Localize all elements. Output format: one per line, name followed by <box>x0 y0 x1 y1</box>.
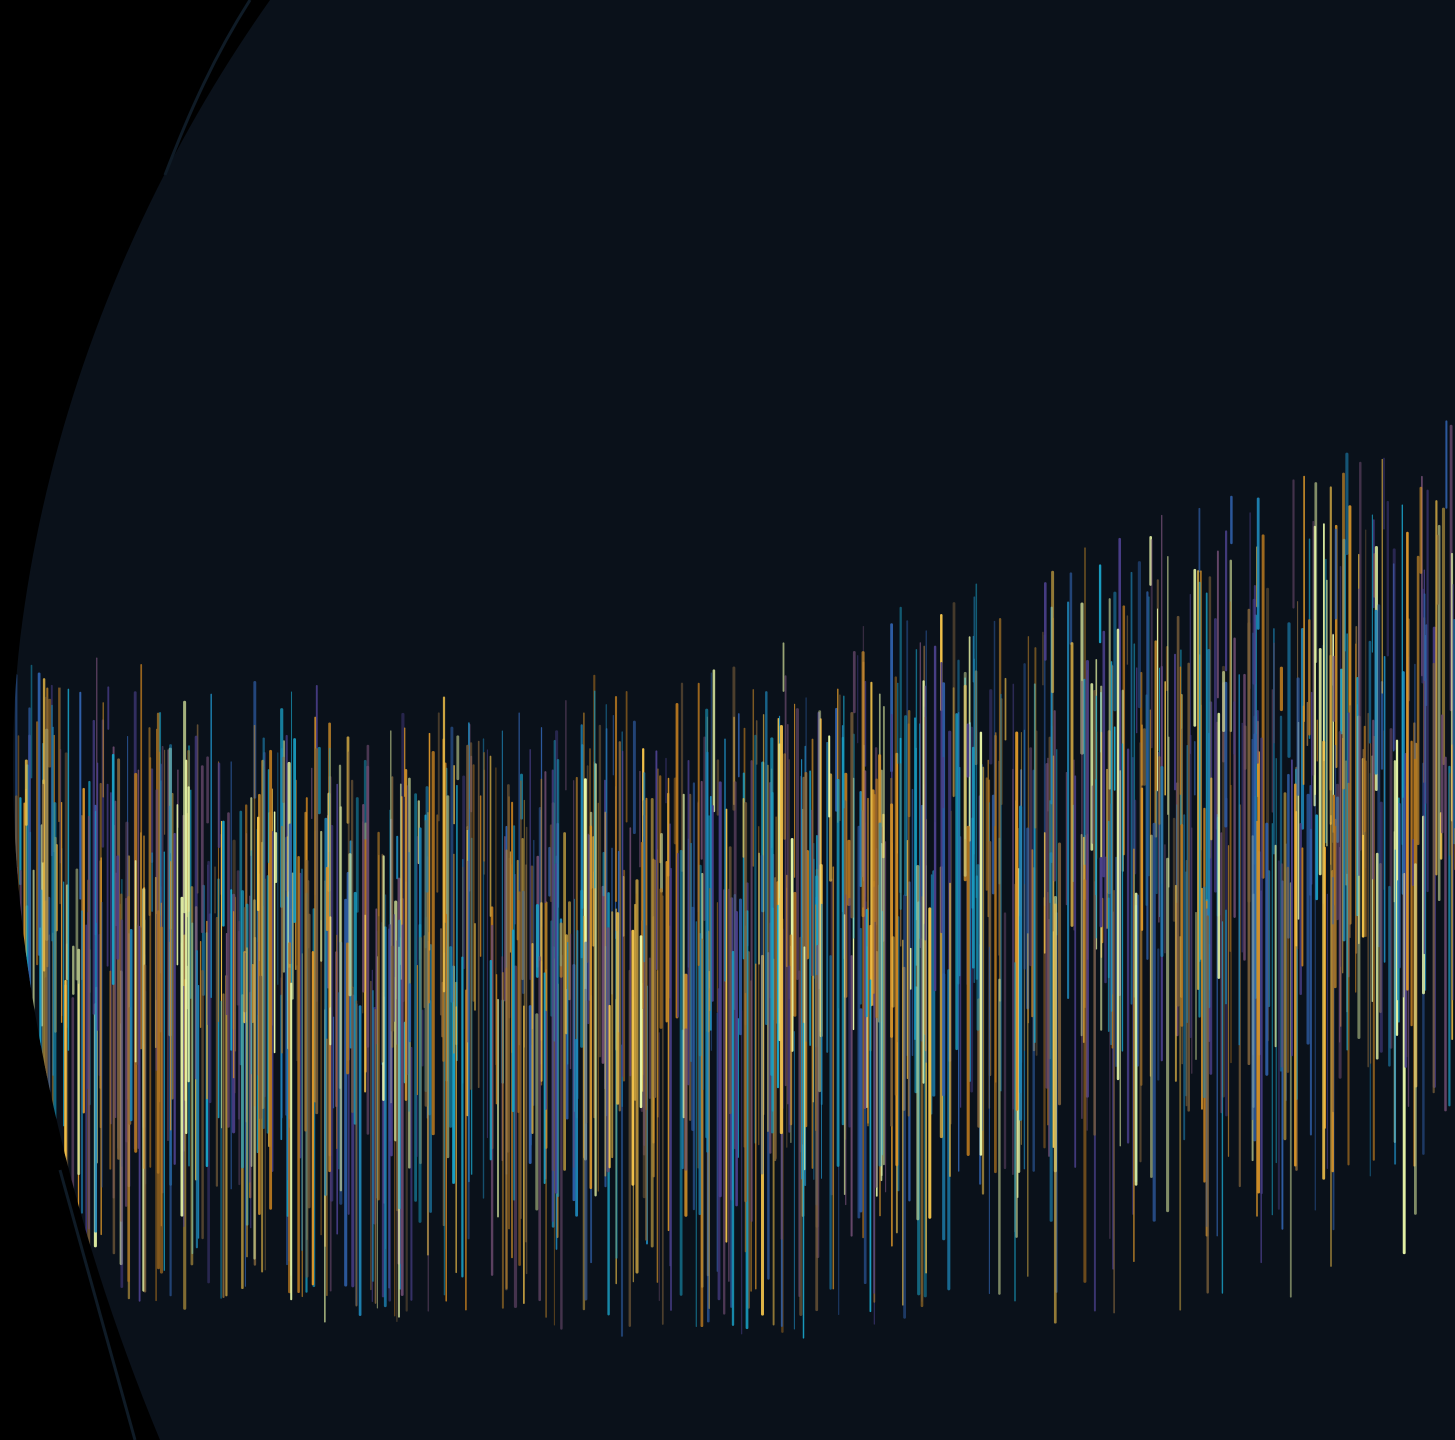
vertical-line-field <box>12 420 1455 1339</box>
panel-edge-line-top <box>163 0 252 176</box>
panel-edge-line-bottom <box>58 1169 137 1440</box>
